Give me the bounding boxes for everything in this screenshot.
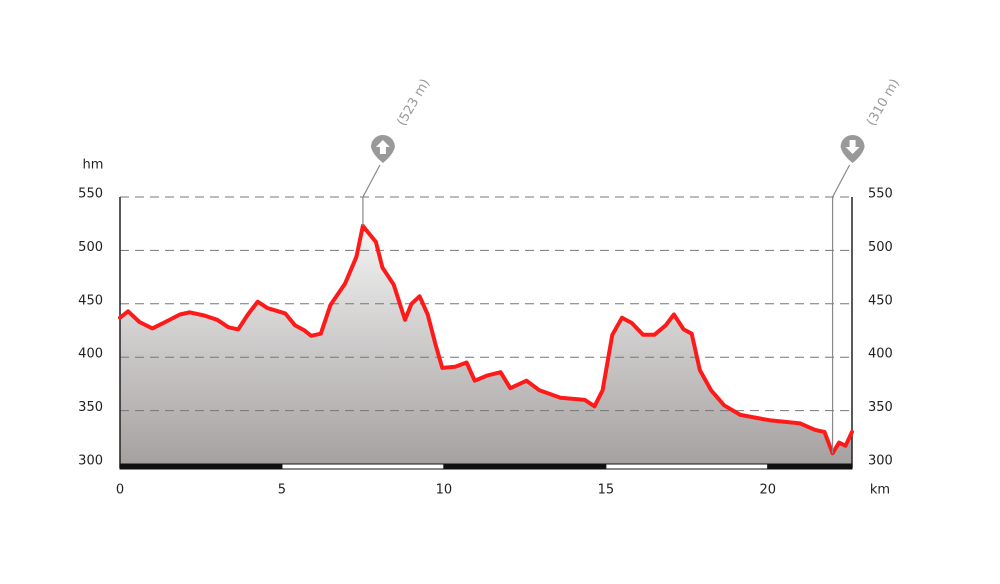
y2-tick-label: 300 — [868, 454, 893, 469]
x-tick-label: 20 — [760, 483, 777, 498]
distance-bar — [119, 463, 283, 470]
distance-bar — [443, 463, 607, 470]
y2-tick-label: 450 — [868, 293, 893, 308]
elevation-line — [118, 223, 854, 456]
x-axis-label: km — [870, 483, 890, 498]
x-tick-label: 0 — [116, 483, 124, 498]
annotation-arrow — [375, 140, 390, 154]
y2-tick-label: 350 — [868, 400, 893, 415]
y2-tick-label: 550 — [868, 187, 893, 202]
annotation-leader — [362, 164, 381, 226]
y2-tick-label: 500 — [868, 240, 893, 255]
distance-bar — [767, 463, 853, 470]
y-tick-label: 350 — [78, 400, 103, 415]
y-tick-label: 300 — [78, 454, 103, 469]
x-tick-label: 15 — [598, 483, 615, 498]
y-tick-label: 400 — [78, 347, 103, 362]
y2-tick-label: 400 — [868, 347, 893, 362]
area-fill — [120, 225, 852, 464]
y-axis-label: hm — [83, 158, 104, 173]
y-tick-label: 450 — [78, 293, 103, 308]
annotation-label: (523 m) — [394, 76, 433, 128]
x-tick-label: 5 — [278, 483, 286, 498]
distance-bar — [605, 463, 769, 470]
y-tick-label: 550 — [78, 187, 103, 202]
x-tick-label: 10 — [436, 483, 453, 498]
annotation-arrow — [845, 140, 860, 154]
y-tick-label: 500 — [78, 240, 103, 255]
annotation-label: (310 m) — [864, 76, 903, 128]
annotation-leader — [831, 164, 851, 454]
distance-bar — [281, 463, 445, 470]
